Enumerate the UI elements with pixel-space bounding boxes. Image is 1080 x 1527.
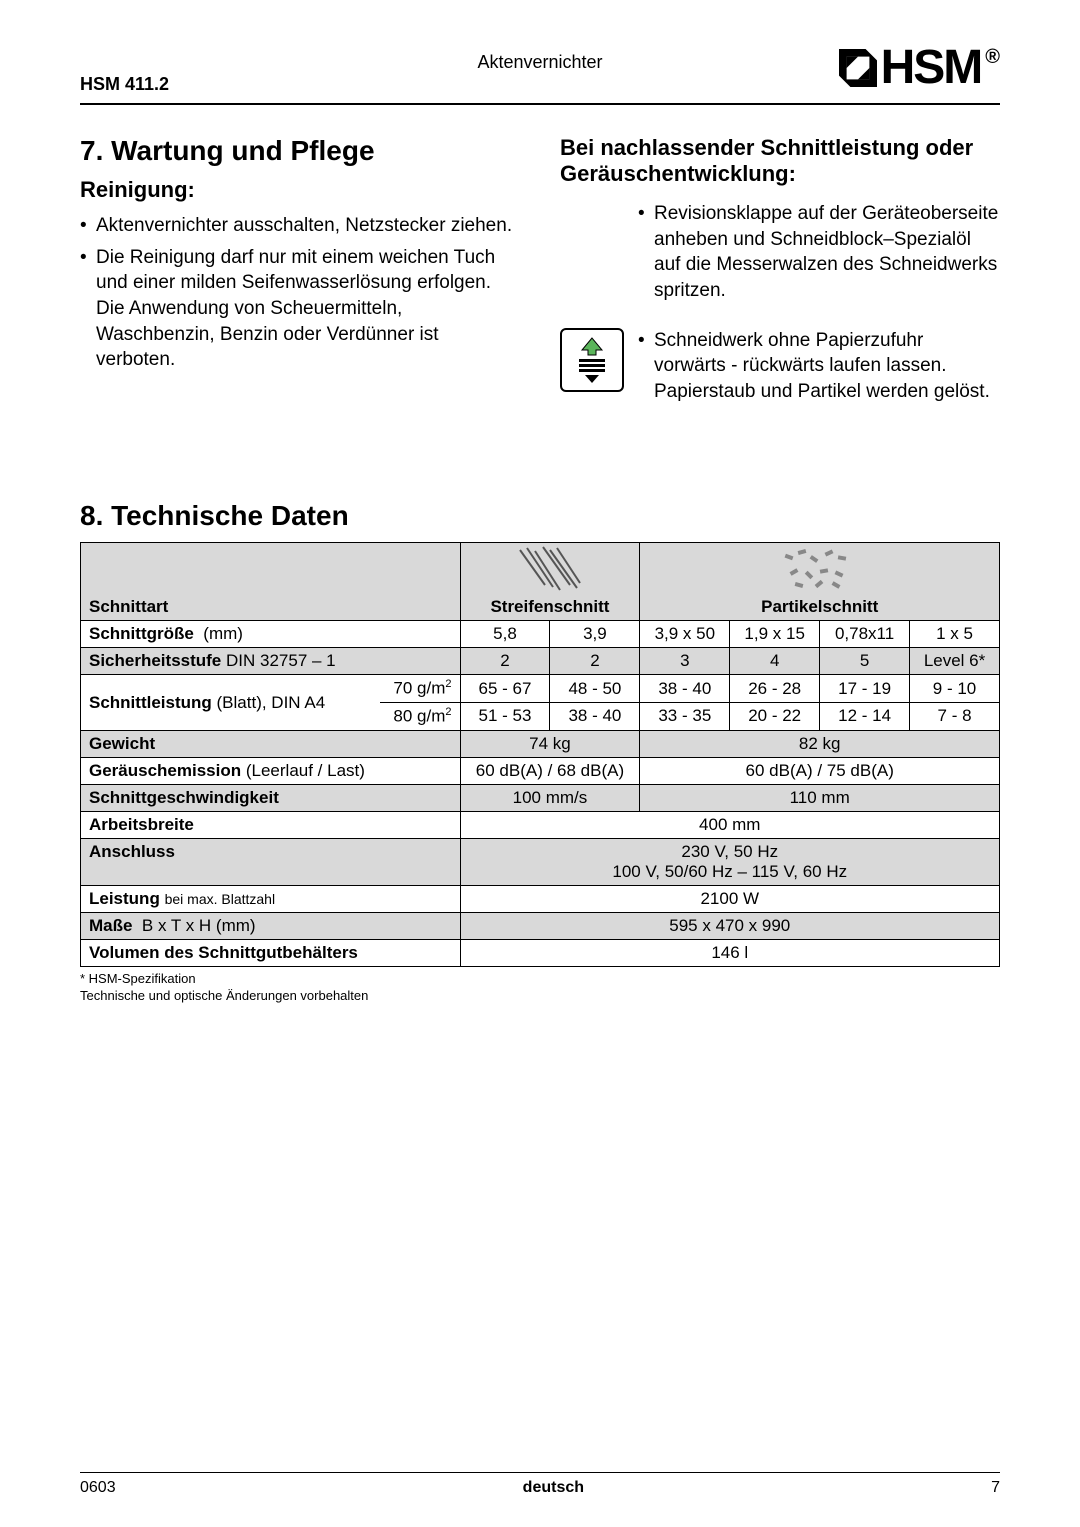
footnote: Technische und optische Änderungen vorbe… <box>80 988 1000 1005</box>
table-cell: 3 <box>640 648 730 675</box>
table-cell: 38 - 40 <box>640 675 730 703</box>
table-cell: 65 - 67 <box>460 675 550 703</box>
table-cell: 5 <box>820 648 910 675</box>
row-label: Anschluss <box>89 842 175 861</box>
row-label: Leistung <box>89 889 160 908</box>
table-cell: 230 V, 50 Hz 100 V, 50/60 Hz – 115 V, 60… <box>460 838 999 885</box>
section-7: 7. Wartung und Pflege Reinigung: Aktenve… <box>80 135 1000 410</box>
section-8: 8. Technische Daten Schnittart <box>80 500 1000 1004</box>
table-cell: 2 <box>550 648 640 675</box>
table-cell: 4 <box>730 648 820 675</box>
row-label: Schnittart <box>89 597 168 616</box>
table-cell: 5,8 <box>460 621 550 648</box>
row-label: Geräuschemission <box>89 761 241 780</box>
table-cell: 38 - 40 <box>550 703 640 731</box>
page-header: HSM 411.2 Aktenvernichter HSM ® <box>80 40 1000 105</box>
table-cell: 17 - 19 <box>820 675 910 703</box>
page-footer: 0603 deutsch 7 <box>80 1472 1000 1497</box>
table-cell: 74 kg <box>460 730 640 757</box>
table-cell: 60 dB(A) / 68 dB(A) <box>460 757 640 784</box>
table-cell: 100 mm/s <box>460 784 640 811</box>
header-doc-type: Aktenvernichter <box>477 52 602 73</box>
row-label: Schnittgeschwindigkeit <box>89 788 279 807</box>
table-cell: 12 - 14 <box>820 703 910 731</box>
row-label: Arbeitsbreite <box>89 815 194 834</box>
table-cell: 3,9 <box>550 621 640 648</box>
run-forward-backward-icon <box>560 328 624 392</box>
row-label: Schnittgröße <box>89 624 194 643</box>
table-cell: 26 - 28 <box>730 675 820 703</box>
cleaning-heading: Reinigung: <box>80 177 520 203</box>
table-cell: 0,78x11 <box>820 621 910 648</box>
footnotes: * HSM-Spezifikation Technische und optis… <box>80 971 1000 1005</box>
row-label: Schnittleistung <box>89 693 212 712</box>
table-cell: Level 6* <box>910 648 1000 675</box>
table-cell: 60 dB(A) / 75 dB(A) <box>640 757 1000 784</box>
strip-cut-icon <box>515 545 585 593</box>
footnote: * HSM-Spezifikation <box>80 971 1000 988</box>
col-header-strip: Streifenschnitt <box>490 597 609 616</box>
table-cell: 48 - 50 <box>550 675 640 703</box>
logo-registered: ® <box>985 46 1000 69</box>
table-cell: 3,9 x 50 <box>640 621 730 648</box>
list-item: Revisionsklappe auf der Geräteoberseite … <box>638 201 1000 304</box>
footer-right: 7 <box>991 1479 1000 1497</box>
section-7-title: 7. Wartung und Pflege <box>80 135 520 167</box>
list-item: Die Reinigung darf nur mit einem weichen… <box>80 245 520 373</box>
logo: HSM ® <box>839 40 1000 95</box>
table-cell: 2100 W <box>460 885 999 912</box>
performance-heading: Bei nachlassender Schnittleistung oder G… <box>560 135 1000 187</box>
particle-cut-icon <box>780 545 860 593</box>
section-8-title: 8. Technische Daten <box>80 500 1000 532</box>
table-cell: 1 x 5 <box>910 621 1000 648</box>
table-cell: 110 mm <box>640 784 1000 811</box>
table-cell: 400 mm <box>460 811 999 838</box>
logo-text: HSM <box>881 40 982 95</box>
table-cell: 33 - 35 <box>640 703 730 731</box>
table-cell: 20 - 22 <box>730 703 820 731</box>
header-model: HSM 411.2 <box>80 74 169 95</box>
table-cell: 9 - 10 <box>910 675 1000 703</box>
table-cell: 82 kg <box>640 730 1000 757</box>
row-label: Maße <box>89 916 132 935</box>
col-header-particle: Partikelschnitt <box>761 597 878 616</box>
list-item: Aktenvernichter ausschalten, Netzstecker… <box>80 213 520 239</box>
row-label: Sicherheitsstufe <box>89 651 221 670</box>
row-label: Gewicht <box>89 734 155 753</box>
table-cell: 7 - 8 <box>910 703 1000 731</box>
table-cell: 1,9 x 15 <box>730 621 820 648</box>
logo-icon <box>839 49 877 87</box>
list-item: Schneidwerk ohne Papierzufuhr vorwärts -… <box>638 328 1000 405</box>
cleaning-list: Aktenvernichter ausschalten, Netzstecker… <box>80 213 520 373</box>
row-label: Volumen des Schnittgutbehälters <box>89 943 358 962</box>
table-cell: 595 x 470 x 990 <box>460 912 999 939</box>
table-cell: 2 <box>460 648 550 675</box>
footer-left: 0603 <box>80 1479 116 1497</box>
technical-data-table: Schnittart Streifenschnitt <box>80 542 1000 966</box>
table-cell: 51 - 53 <box>460 703 550 731</box>
table-cell: 146 l <box>460 939 999 966</box>
footer-center: deutsch <box>523 1479 584 1497</box>
